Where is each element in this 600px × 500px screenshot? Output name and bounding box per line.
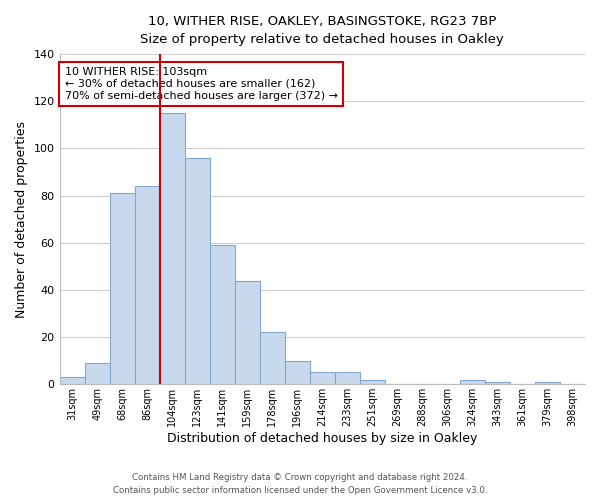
Bar (185, 158, 209, 384)
Bar (209, 245, 235, 384)
Y-axis label: Number of detached properties: Number of detached properties (15, 120, 28, 318)
Bar (59, 377, 85, 384)
Text: Contains HM Land Registry data © Crown copyright and database right 2024.
Contai: Contains HM Land Registry data © Crown c… (113, 474, 487, 495)
X-axis label: Distribution of detached houses by size in Oakley: Distribution of detached houses by size … (167, 432, 478, 445)
Bar (485, 382, 510, 384)
Bar (260, 332, 285, 384)
Bar (160, 113, 185, 384)
Title: 10, WITHER RISE, OAKLEY, BASINGSTOKE, RG23 7BP
Size of property relative to deta: 10, WITHER RISE, OAKLEY, BASINGSTOKE, RG… (140, 15, 504, 46)
Bar (134, 186, 160, 384)
Bar (310, 372, 335, 384)
Bar (110, 194, 134, 384)
Bar (535, 382, 560, 384)
Bar (285, 360, 310, 384)
Bar (335, 372, 360, 384)
Bar (360, 380, 385, 384)
Bar (460, 380, 485, 384)
Text: 10 WITHER RISE: 103sqm
← 30% of detached houses are smaller (162)
70% of semi-de: 10 WITHER RISE: 103sqm ← 30% of detached… (65, 68, 338, 100)
Bar (85, 363, 110, 384)
Bar (235, 280, 260, 384)
